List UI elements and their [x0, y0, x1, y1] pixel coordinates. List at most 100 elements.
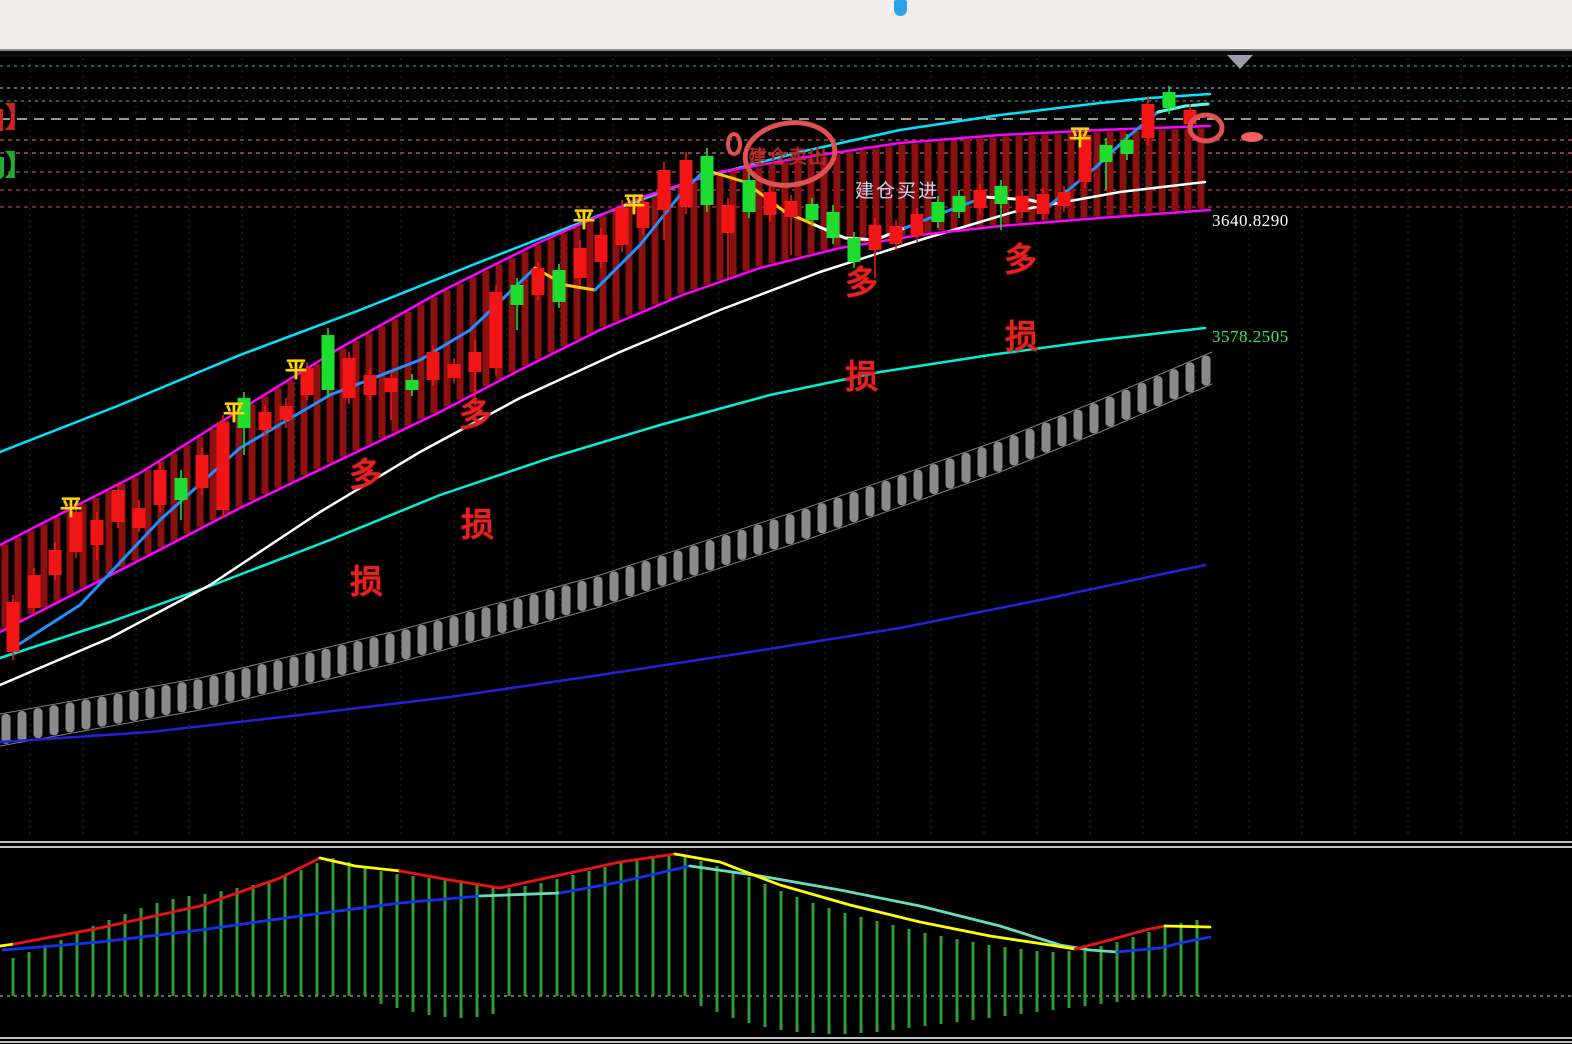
- candle-body: [742, 180, 756, 212]
- candle-body: [573, 248, 587, 278]
- candle-body: [300, 368, 314, 395]
- candle-body: [489, 292, 503, 368]
- candle-body: [1015, 196, 1029, 212]
- candle-body: [1120, 140, 1134, 154]
- label-long: 多: [349, 456, 382, 493]
- red-circle-annotation: [742, 120, 838, 188]
- candle-body: [69, 512, 83, 552]
- candle-body: [594, 235, 608, 262]
- candle-body: [679, 160, 693, 207]
- candle-body: [615, 208, 629, 245]
- candle-body: [1162, 92, 1176, 108]
- candle-body: [90, 520, 104, 545]
- red-circle-annotation: [1241, 132, 1263, 142]
- left-green-indicator-label: 】: [0, 144, 33, 184]
- candle-body: [531, 268, 545, 295]
- chart-line: [8, 266, 537, 652]
- label-long: 多: [1004, 241, 1037, 278]
- candle-body: [216, 422, 230, 510]
- candle-body: [552, 270, 566, 302]
- candle-body: [994, 186, 1008, 204]
- candle-body: [784, 201, 798, 217]
- candle-body: [384, 378, 398, 392]
- candle-body: [1141, 104, 1155, 138]
- left-red-indicator-label: 】: [0, 96, 33, 136]
- candle-body: [195, 455, 209, 488]
- chart-line: [12, 856, 322, 946]
- label-long: 多: [845, 264, 878, 301]
- candle-body: [763, 192, 777, 215]
- toolbar-divider: [0, 51, 1572, 57]
- channel-hatch: [1, 128, 1205, 628]
- top-toolbar[interactable]: [0, 0, 1572, 51]
- candle-body: [657, 170, 671, 210]
- candle-body: [510, 285, 524, 305]
- candle-body: [636, 202, 650, 228]
- candle-body: [363, 375, 377, 395]
- chart-line: [0, 351, 1213, 715]
- candle-body: [952, 196, 966, 212]
- candle-body: [468, 352, 482, 372]
- candle-body: [847, 238, 861, 262]
- price-label-lower: 3578.2505: [1212, 327, 1289, 346]
- candle-body: [258, 412, 272, 430]
- chart-line: [688, 864, 1119, 954]
- candle-body: [910, 214, 924, 236]
- chart-line: [478, 891, 562, 898]
- candle-body: [132, 508, 146, 528]
- label-stop: 损: [461, 506, 494, 543]
- candle-body: [1099, 145, 1113, 162]
- candle-body: [1078, 135, 1092, 182]
- candle-body: [27, 575, 41, 608]
- chart-line: [673, 852, 1077, 951]
- candle-body: [805, 204, 819, 220]
- price-label-upper: 3640.8290: [1212, 211, 1289, 230]
- candle-body: [405, 380, 419, 390]
- close-signal-marker: 平: [1069, 125, 1092, 150]
- candle-body: [279, 406, 293, 420]
- candle-body: [237, 398, 251, 428]
- chart-line: [398, 852, 677, 890]
- red-circle-annotation: [726, 132, 742, 156]
- chart-line: [1115, 935, 1212, 954]
- chart-line: [1073, 924, 1167, 951]
- candle-body: [1036, 194, 1050, 214]
- annotation-open-sell: 建仓卖出: [748, 147, 829, 168]
- chart-line: [1163, 924, 1212, 929]
- chart-line: [0, 942, 16, 948]
- chart-line: [1156, 102, 1210, 114]
- gray-band: [0, 351, 1213, 747]
- chart-line: [558, 864, 692, 895]
- candle-body: [48, 550, 62, 575]
- label-stop: 损: [845, 358, 878, 395]
- candle-body: [321, 335, 335, 390]
- sub-histogram: [11, 855, 1199, 1034]
- candle-body: [700, 156, 714, 205]
- chart-line: [1, 894, 482, 952]
- candle-body: [342, 358, 356, 398]
- label-stop: 损: [1005, 318, 1038, 355]
- scroll-down-triangle-icon[interactable]: [1227, 55, 1253, 69]
- chart-line: [0, 563, 1207, 744]
- close-signal-marker: 平: [285, 357, 308, 382]
- close-signal-marker: 平: [573, 207, 596, 232]
- candle-body: [868, 225, 882, 250]
- chart-line: [318, 856, 402, 873]
- candle-body: [447, 364, 461, 378]
- candle-body: [174, 478, 188, 500]
- chart-line: [0, 383, 1213, 747]
- candle-body: [826, 212, 840, 238]
- candle-body: [889, 226, 903, 244]
- label-long: 多: [459, 396, 492, 433]
- candle-body: [426, 352, 440, 380]
- chart-line: [0, 208, 1212, 634]
- close-signal-marker: 平: [623, 192, 646, 217]
- candle-body: [931, 202, 945, 222]
- candle-body: [973, 190, 987, 208]
- candle-body: [1057, 192, 1071, 206]
- candle-body: [111, 490, 125, 522]
- close-signal-marker: 平: [223, 400, 246, 425]
- blue-pin-icon[interactable]: [894, 0, 907, 16]
